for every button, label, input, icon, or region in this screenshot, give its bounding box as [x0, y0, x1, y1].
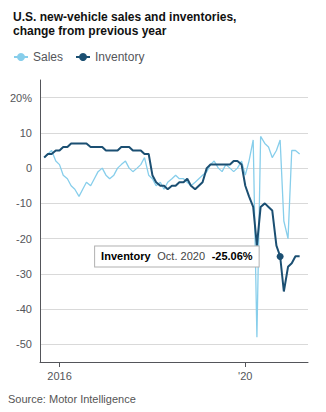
svg-text:10: 10	[20, 127, 32, 139]
svg-text:-25.06%: -25.06%	[212, 250, 253, 262]
svg-text:20%: 20%	[10, 92, 32, 104]
svg-text:-10: -10	[16, 197, 32, 209]
svg-text:Inventory: Inventory	[95, 50, 144, 64]
svg-text:0: 0	[26, 162, 32, 174]
svg-text:-30: -30	[16, 268, 32, 280]
svg-text:U.S. new-vehicle sales and inv: U.S. new-vehicle sales and inventories,	[13, 10, 236, 24]
svg-text:Inventory: Inventory	[101, 250, 151, 262]
svg-text:-40: -40	[16, 303, 32, 315]
svg-text:'20: '20	[238, 370, 252, 382]
svg-text:-20: -20	[16, 233, 32, 245]
svg-text:Source: Motor Intelligence: Source: Motor Intelligence	[8, 393, 136, 405]
svg-text:-50: -50	[16, 338, 32, 350]
svg-text:2016: 2016	[47, 370, 71, 382]
svg-text:change from previous year: change from previous year	[13, 24, 167, 38]
svg-text:Oct. 2020: Oct. 2020	[157, 250, 205, 262]
svg-text:Sales: Sales	[33, 50, 63, 64]
